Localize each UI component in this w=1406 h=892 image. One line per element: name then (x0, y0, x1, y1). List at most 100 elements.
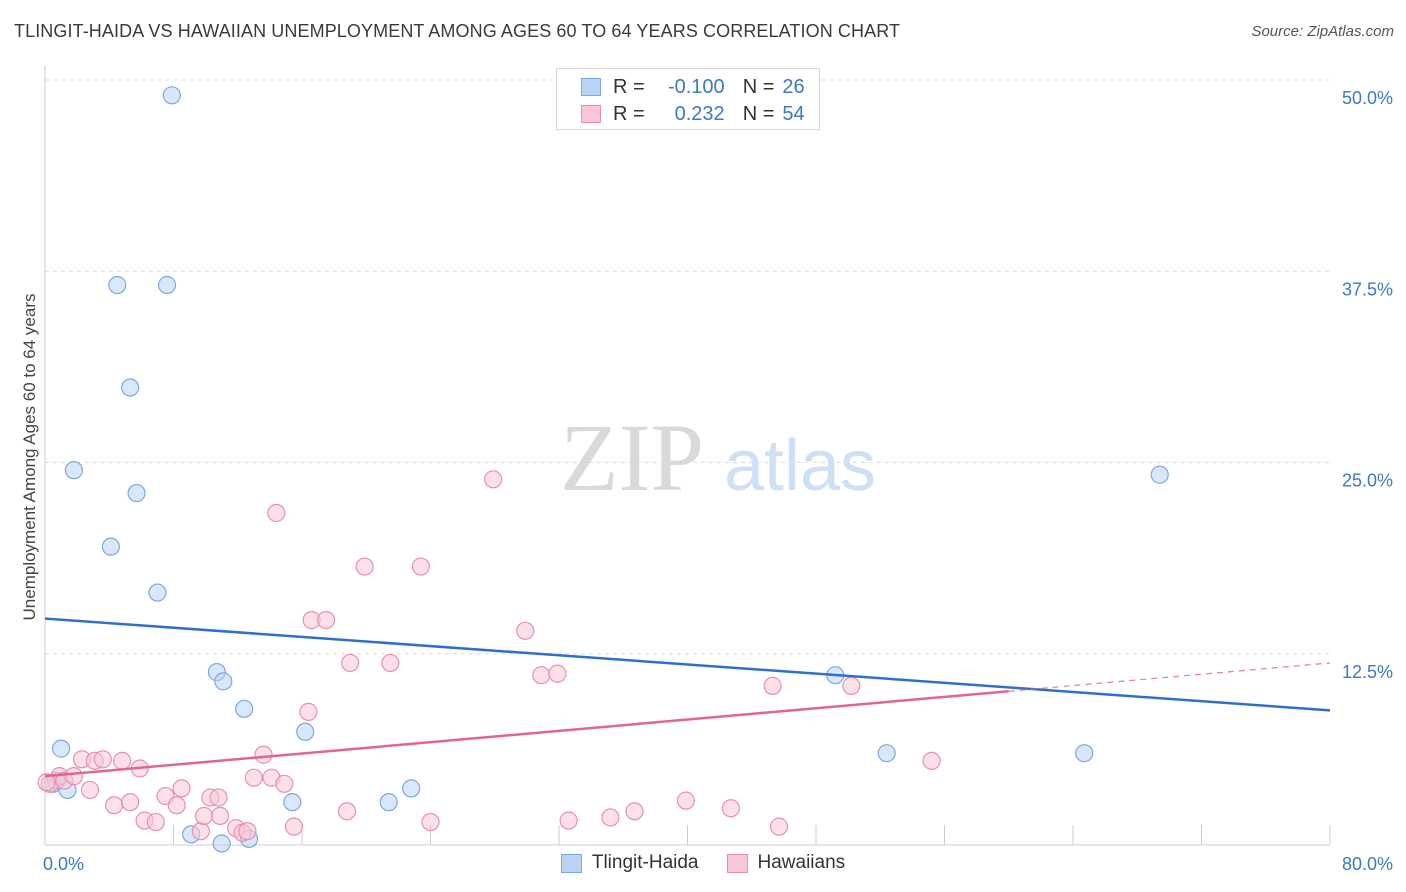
point-hawaiians (922, 751, 941, 770)
point-hawaiians (104, 796, 124, 815)
point-tlingit-haida (162, 86, 181, 105)
watermark: ZIP atlas (560, 404, 876, 511)
point-tlingit-haida (64, 461, 84, 480)
trend-lines (44, 617, 1331, 778)
legend-r-label: R = (613, 75, 645, 98)
point-hawaiians (210, 806, 230, 826)
point-hawaiians (516, 621, 535, 640)
legend-row-tlingit: R = -0.100 N = 26 (581, 75, 805, 99)
legend-label-tlingit-haida: Tlingit-Haida (591, 852, 699, 873)
point-hawaiians (548, 664, 567, 683)
point-hawaiians (299, 702, 318, 721)
y-tick-label: 50.0% (1342, 88, 1393, 108)
point-hawaiians (763, 676, 782, 695)
correlation-legend: R = -0.100 N = 26 R = 0.232 N = 54 (556, 68, 820, 130)
point-tlingit-haida (127, 484, 146, 503)
point-hawaiians (337, 802, 357, 821)
point-hawaiians (267, 503, 286, 523)
trend-line-hawaiians-extension (1008, 662, 1331, 692)
point-tlingit-haida (235, 699, 254, 718)
point-hawaiians (194, 806, 214, 826)
point-tlingit-haida (101, 537, 120, 556)
point-hawaiians (625, 802, 644, 821)
gridlines (45, 79, 1330, 655)
point-hawaiians (381, 653, 400, 673)
point-hawaiians (80, 780, 100, 800)
point-tlingit-haida (1150, 465, 1169, 484)
tick-labels: 12.5% 25.0% 37.5% 50.0% 0.0% 80.0% (43, 88, 1393, 874)
point-tlingit-haida (1075, 744, 1094, 763)
point-hawaiians (559, 811, 578, 830)
point-hawaiians (275, 774, 294, 793)
point-tlingit-haida (402, 779, 421, 798)
legend-n-value-tlingit: 26 (782, 75, 805, 98)
source-credit: Source: ZipAtlas.com (1251, 23, 1394, 40)
point-hawaiians (284, 817, 304, 836)
point-hawaiians (93, 750, 112, 769)
point-hawaiians (209, 788, 228, 807)
point-hawaiians (112, 751, 132, 770)
axes (44, 66, 1331, 846)
legend-swatch-hawaiians (581, 105, 601, 123)
legend-r-value-tlingit: -0.100 (667, 75, 725, 98)
point-tlingit-haida (148, 583, 167, 602)
legend-label-hawaiians: Hawaiians (757, 852, 846, 873)
point-tlingit-haida (296, 722, 315, 741)
trend-line-hawaiians (44, 689, 1009, 778)
y-tick-label: 37.5% (1342, 279, 1393, 299)
x-tick-label-start: 0.0% (43, 854, 84, 874)
point-hawaiians (244, 768, 263, 787)
point-tlingit-haida (877, 744, 896, 763)
point-tlingit-haida (51, 739, 71, 758)
point-hawaiians (842, 676, 861, 695)
point-hawaiians (64, 767, 84, 786)
legend-n-value-hawaiians: 54 (782, 102, 805, 125)
point-hawaiians (355, 557, 374, 576)
point-hawaiians (121, 793, 140, 812)
trend-line-tlingit-haida (44, 617, 1331, 712)
y-tick-label: 12.5% (1342, 662, 1393, 682)
point-hawaiians (254, 745, 273, 764)
point-hawaiians (601, 808, 620, 827)
y-axis-label: Unemployment Among Ages 60 to 64 years (20, 294, 39, 621)
legend-row-hawaiians: R = 0.232 N = 54 (581, 102, 805, 126)
chart-title: TLINGIT-HAIDA VS HAWAIIAN UNEMPLOYMENT A… (14, 21, 901, 41)
watermark-zip: ZIP (560, 404, 704, 511)
x-tick-label-end: 80.0% (1342, 854, 1393, 874)
point-tlingit-haida (379, 793, 398, 812)
data-points (37, 86, 1169, 853)
point-hawaiians (532, 666, 551, 685)
point-hawaiians (411, 557, 430, 576)
point-tlingit-haida (212, 834, 231, 853)
point-hawaiians (341, 653, 360, 673)
point-hawaiians (484, 470, 503, 489)
point-hawaiians (37, 773, 56, 792)
point-hawaiians (676, 791, 695, 810)
point-hawaiians (769, 817, 789, 836)
point-hawaiians (146, 812, 165, 832)
point-tlingit-haida (108, 275, 127, 295)
series-legend: Tlingit-Haida Hawaiians (0, 852, 1406, 874)
point-tlingit-haida (157, 275, 177, 295)
point-hawaiians (316, 610, 336, 630)
legend-item-tlingit-haida[interactable]: Tlingit-Haida (560, 852, 699, 874)
point-hawaiians (191, 822, 210, 841)
y-tick-label: 25.0% (1342, 471, 1393, 491)
point-tlingit-haida (283, 793, 302, 812)
point-hawaiians (238, 822, 257, 841)
point-hawaiians (421, 812, 440, 832)
legend-r-value-hawaiians: 0.232 (674, 102, 725, 125)
point-hawaiians (167, 796, 186, 815)
legend-swatch-tlingit-haida (560, 853, 582, 873)
legend-r-label: R = (613, 102, 645, 125)
point-tlingit-haida (121, 378, 140, 397)
legend-n-label: N = (742, 102, 775, 125)
watermark-atlas: atlas (724, 426, 876, 506)
legend-swatch-hawaiians (726, 853, 748, 873)
legend-item-hawaiians[interactable]: Hawaiians (726, 852, 846, 874)
point-hawaiians (721, 799, 740, 818)
legend-n-label: N = (742, 75, 775, 98)
point-tlingit-haida (214, 672, 233, 691)
legend-swatch-tlingit (581, 78, 601, 96)
